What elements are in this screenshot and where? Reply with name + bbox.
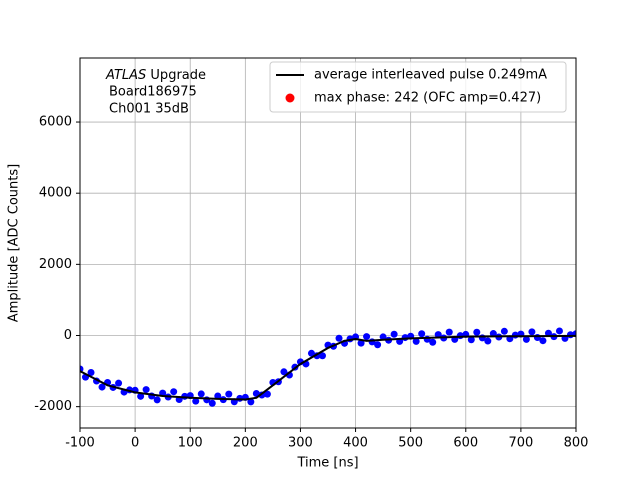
x-tick-label: 200	[233, 436, 258, 451]
legend-box	[269, 61, 567, 113]
annotation-line: Board186975	[109, 85, 197, 100]
data-point	[467, 336, 475, 344]
data-point	[197, 390, 205, 398]
data-point	[390, 330, 398, 338]
data-point	[98, 383, 106, 391]
annotation-line: Upgrade	[150, 68, 206, 83]
data-point	[192, 397, 200, 405]
legend-label: average interleaved pulse 0.249mA	[314, 68, 547, 83]
plot-data	[80, 327, 576, 407]
data-point	[208, 399, 216, 407]
data-point	[374, 341, 382, 349]
x-tick-label: 500	[398, 436, 423, 451]
x-axis-label: Time [ns]	[296, 456, 358, 471]
data-point	[142, 386, 150, 394]
x-tick-label: 100	[178, 436, 203, 451]
data-point	[363, 333, 371, 341]
pulse-line	[80, 334, 576, 401]
y-tick-label: 0	[64, 328, 72, 343]
data-point	[225, 390, 233, 398]
y-axis-label: Amplitude [ADC Counts]	[7, 164, 22, 322]
data-point	[115, 379, 123, 387]
data-point	[137, 392, 145, 400]
legend-label: max phase: 242 (OFC amp=0.427)	[314, 91, 541, 106]
x-tick-label: -100	[65, 436, 95, 451]
annotation-experiment: ATLAS	[105, 68, 146, 83]
data-point	[357, 339, 365, 347]
y-tick-label: -2000	[34, 399, 72, 414]
data-point	[434, 331, 442, 339]
x-tick-label: 0	[131, 436, 139, 451]
data-point	[412, 337, 420, 345]
x-tick-label: 700	[508, 436, 533, 451]
data-point	[522, 335, 530, 343]
data-point	[247, 398, 255, 406]
data-point	[473, 328, 481, 336]
data-point	[418, 330, 426, 338]
data-point	[170, 388, 178, 396]
annotation: ATLAS Upgrade	[105, 68, 206, 83]
data-point	[539, 337, 547, 345]
data-point	[214, 392, 222, 400]
x-tick-label: 800	[564, 436, 589, 451]
data-point	[87, 369, 95, 376]
data-point	[379, 333, 387, 341]
data-point	[280, 368, 288, 376]
legend: average interleaved pulse 0.249mA max pha…	[269, 61, 567, 113]
y-tick-label: 4000	[39, 186, 72, 201]
data-point	[555, 327, 563, 335]
data-point	[500, 327, 508, 335]
data-point	[445, 328, 453, 336]
x-tick-label: 600	[453, 436, 478, 451]
data-point	[307, 349, 315, 357]
x-tick-label: 300	[288, 436, 313, 451]
y-tick-label: 2000	[39, 257, 72, 272]
data-point	[429, 338, 437, 346]
plot-frame	[79, 57, 577, 429]
data-point	[489, 330, 497, 338]
annotation-line: Ch001 35dB	[109, 102, 189, 117]
y-tick-label: 6000	[39, 115, 72, 130]
legend-swatch	[285, 93, 295, 103]
x-tick-label: 400	[343, 436, 368, 451]
data-point	[153, 396, 161, 404]
data-point	[335, 334, 343, 342]
data-point	[528, 328, 536, 336]
data-point	[484, 337, 492, 345]
data-point	[544, 329, 552, 337]
data-point	[318, 352, 326, 360]
data-point	[263, 390, 271, 398]
